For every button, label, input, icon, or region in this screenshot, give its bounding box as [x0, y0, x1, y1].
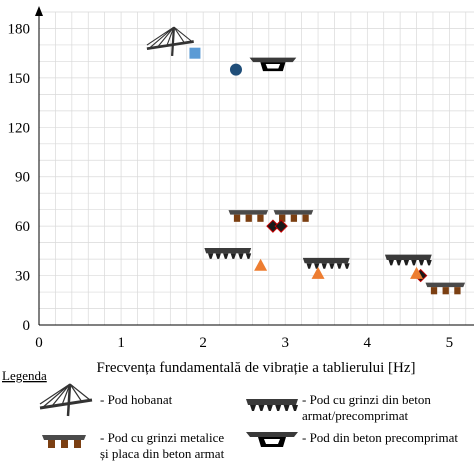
y-tick-label: 120 [8, 120, 31, 136]
concrete-girder-bridge-icon [384, 254, 432, 266]
cable-stayed-bridge-icon [39, 383, 93, 417]
x-tick-labels: 0 1 2 3 4 5 [35, 335, 453, 351]
concrete-girder-bridge-icon [246, 399, 298, 411]
legend-title: Legenda [2, 368, 47, 383]
x-tick-label: 1 [117, 335, 125, 351]
y-tick-label: 30 [15, 269, 30, 285]
x-tick-label: 0 [35, 335, 43, 351]
y-tick-label: 0 [23, 318, 31, 334]
steel-girder-bridge-icon [425, 282, 466, 295]
legend-item-label: armat/precomprimat [302, 408, 409, 423]
square-point [189, 47, 201, 59]
steel-girder-bridge-icon [273, 210, 314, 222]
x-tick-label: 3 [281, 335, 289, 351]
triangle-point [254, 258, 268, 271]
diamond-point [274, 219, 288, 233]
x-tick-label: 2 [199, 335, 207, 351]
circle-point [229, 63, 242, 76]
data-points [189, 47, 428, 283]
legend-item-label: și placa din beton armat [100, 446, 225, 461]
y-tick-label: 60 [15, 219, 30, 235]
y-tick-labels: 0 30 60 90 120 150 180 [8, 21, 31, 334]
x-tick-label: 5 [446, 335, 454, 351]
bridge-icons [146, 26, 466, 295]
x-tick-label: 4 [364, 335, 372, 351]
legend-item-label: - Pod din beton precomprimat [302, 430, 458, 445]
axes [35, 6, 474, 326]
y-tick-label: 180 [8, 21, 31, 37]
legend-item-label: - Pod cu grinzi din beton [302, 392, 431, 407]
legend: Legenda - Pod hobanat - Pod cu grinzi din … [2, 368, 458, 461]
triangle-point [410, 266, 424, 279]
steel-girder-bridge-icon [42, 435, 86, 448]
y-tick-label: 90 [15, 170, 30, 186]
legend-item-label: - Pod hobanat [100, 392, 173, 407]
prestressed-box-bridge-icon [246, 432, 298, 447]
prestressed-box-bridge-icon [249, 57, 297, 72]
legend-item-label: - Pod cu grinzi metalice [100, 430, 224, 445]
y-tick-label: 150 [8, 71, 31, 87]
concrete-girder-bridge-icon [204, 248, 252, 259]
concrete-girder-bridge-icon [302, 257, 350, 269]
cable-stayed-bridge-icon [146, 26, 194, 56]
y-axis-arrow-icon [35, 6, 43, 16]
steel-girder-bridge-icon [228, 210, 269, 222]
x-axis-label: Frecvența fundamentală de vibrație a tab… [96, 360, 415, 376]
grid-lines [38, 11, 474, 326]
triangle-point [311, 266, 325, 279]
